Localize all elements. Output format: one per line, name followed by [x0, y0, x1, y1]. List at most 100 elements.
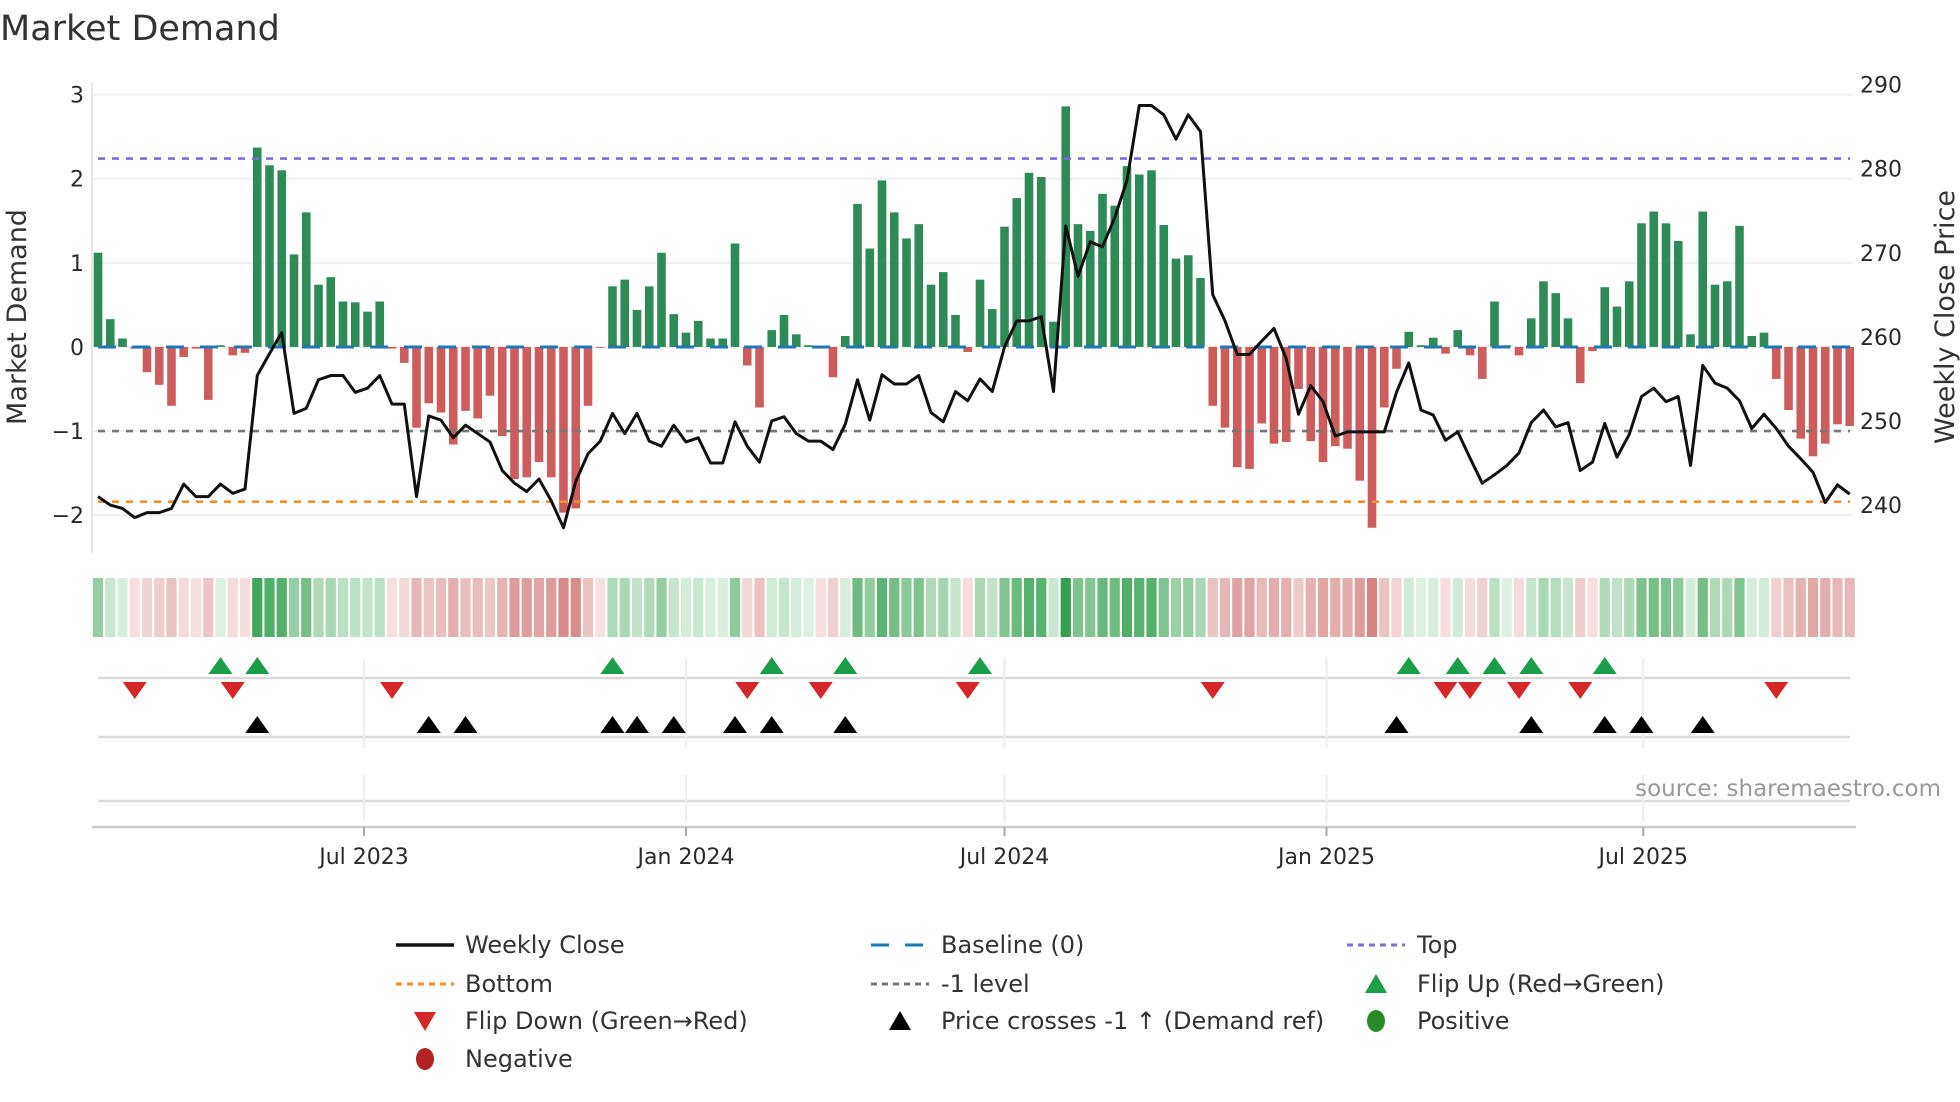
- heat-cell: [717, 578, 728, 637]
- heat-cell: [215, 578, 226, 637]
- heat-cell: [1807, 578, 1819, 637]
- positive-bar: [730, 243, 740, 347]
- negative-bar: [179, 346, 189, 358]
- heat-cell: [1477, 578, 1488, 637]
- positive-bar: [681, 332, 691, 347]
- heat-cell: [1648, 578, 1659, 637]
- negative-bar: [142, 346, 152, 373]
- legend-label: Weekly Close: [465, 931, 625, 959]
- positive-bar: [301, 212, 311, 347]
- negative-bar: [497, 346, 507, 437]
- heat-cell: [962, 578, 973, 637]
- positive-bar: [216, 345, 225, 347]
- positive-bar: [1085, 230, 1095, 347]
- heat-cell: [178, 578, 189, 637]
- positive-bar: [975, 279, 985, 347]
- heat-cell: [950, 578, 961, 637]
- flip-down-marker: [1764, 682, 1789, 699]
- price-cross-marker: [600, 716, 625, 733]
- positive-bar: [1404, 331, 1414, 347]
- positive-bar: [1428, 337, 1438, 347]
- price-cross-marker: [759, 716, 784, 733]
- heat-cell: [558, 578, 569, 637]
- negative-bar: [1245, 346, 1254, 469]
- negative-bar: [1465, 346, 1475, 356]
- heat-cell: [288, 578, 300, 637]
- flip-up-marker: [1482, 657, 1507, 674]
- positive-bar: [118, 338, 127, 347]
- legend-triangle-up-icon: [1365, 974, 1387, 993]
- legend-triangle-up-black-icon: [889, 1011, 911, 1030]
- positive-bar: [1539, 281, 1548, 347]
- heat-cell: [778, 578, 790, 637]
- heat-cell: [938, 578, 949, 637]
- heat-cell: [1232, 578, 1243, 637]
- positive-bar: [1024, 172, 1034, 347]
- heat-cell: [1219, 578, 1231, 637]
- negative-bar: [1845, 346, 1855, 426]
- x-axis: Jul 2023 Jan 2024 Jul 2024 Jan 2025 Jul 2025: [92, 825, 1856, 870]
- heat-cell: [607, 578, 618, 637]
- heat-cell: [1158, 578, 1169, 637]
- heat-cell: [742, 578, 753, 637]
- negative-bar: [1514, 346, 1524, 356]
- price-cross-marker: [833, 716, 858, 733]
- heat-cell: [276, 578, 287, 637]
- heat-cell: [1734, 578, 1745, 637]
- heat-cell: [1195, 578, 1206, 637]
- y-tick-label: 0: [70, 336, 84, 361]
- flip-up-marker: [1396, 657, 1421, 674]
- legend-triangle-down-icon: [414, 1012, 436, 1031]
- flip-down-marker: [1568, 682, 1593, 699]
- flip-up-marker: [208, 657, 233, 674]
- positive-bar: [1196, 277, 1205, 347]
- negative-bar: [1232, 346, 1242, 468]
- price-cross-marker: [453, 716, 478, 733]
- heat-cell: [570, 578, 581, 637]
- heat-cell: [1366, 578, 1378, 637]
- negative-bar: [1771, 346, 1781, 379]
- heat-cell: [313, 578, 324, 637]
- heat-cell: [619, 578, 630, 637]
- negative-bar: [387, 346, 397, 349]
- flip-up-marker: [968, 657, 992, 674]
- heat-cell: [987, 578, 998, 637]
- demand-heat-strip: [92, 578, 1855, 637]
- negative-bar: [191, 346, 201, 349]
- heat-cell: [595, 578, 606, 637]
- positive-bar: [1012, 198, 1022, 347]
- negative-bar: [1355, 346, 1365, 481]
- heat-cell: [1538, 578, 1549, 637]
- positive-bar: [314, 284, 323, 347]
- heat-cell: [803, 578, 814, 637]
- y-tick-label: −2: [52, 504, 84, 529]
- positive-bar: [840, 336, 850, 347]
- negative-bar: [1575, 346, 1585, 384]
- flip-down-marker: [735, 682, 760, 699]
- negative-bar: [1477, 346, 1487, 379]
- heat-cell: [448, 578, 459, 637]
- legend-label: Positive: [1417, 1007, 1510, 1035]
- positive-bar: [105, 319, 115, 347]
- price-cross-marker: [416, 716, 441, 733]
- negative-bar: [399, 346, 409, 363]
- positive-bar: [951, 314, 960, 347]
- positive-bar: [644, 286, 654, 347]
- positive-bar: [1649, 211, 1659, 347]
- heat-cell: [1501, 578, 1512, 637]
- heat-cell: [631, 578, 643, 637]
- price-cross-marker: [1690, 716, 1715, 733]
- positive-bar: [1686, 334, 1695, 347]
- heat-cell: [141, 578, 153, 637]
- flip-up-marker: [245, 657, 270, 674]
- heat-cell: [1771, 578, 1782, 637]
- heat-cell: [1844, 578, 1855, 637]
- heat-cell: [1550, 578, 1561, 637]
- heat-cell: [901, 578, 912, 637]
- positive-bar: [289, 254, 299, 347]
- flip-up-marker: [600, 657, 625, 674]
- negative-bar: [755, 346, 764, 408]
- heat-cell: [1636, 578, 1647, 637]
- reference-lines: [98, 157, 1850, 503]
